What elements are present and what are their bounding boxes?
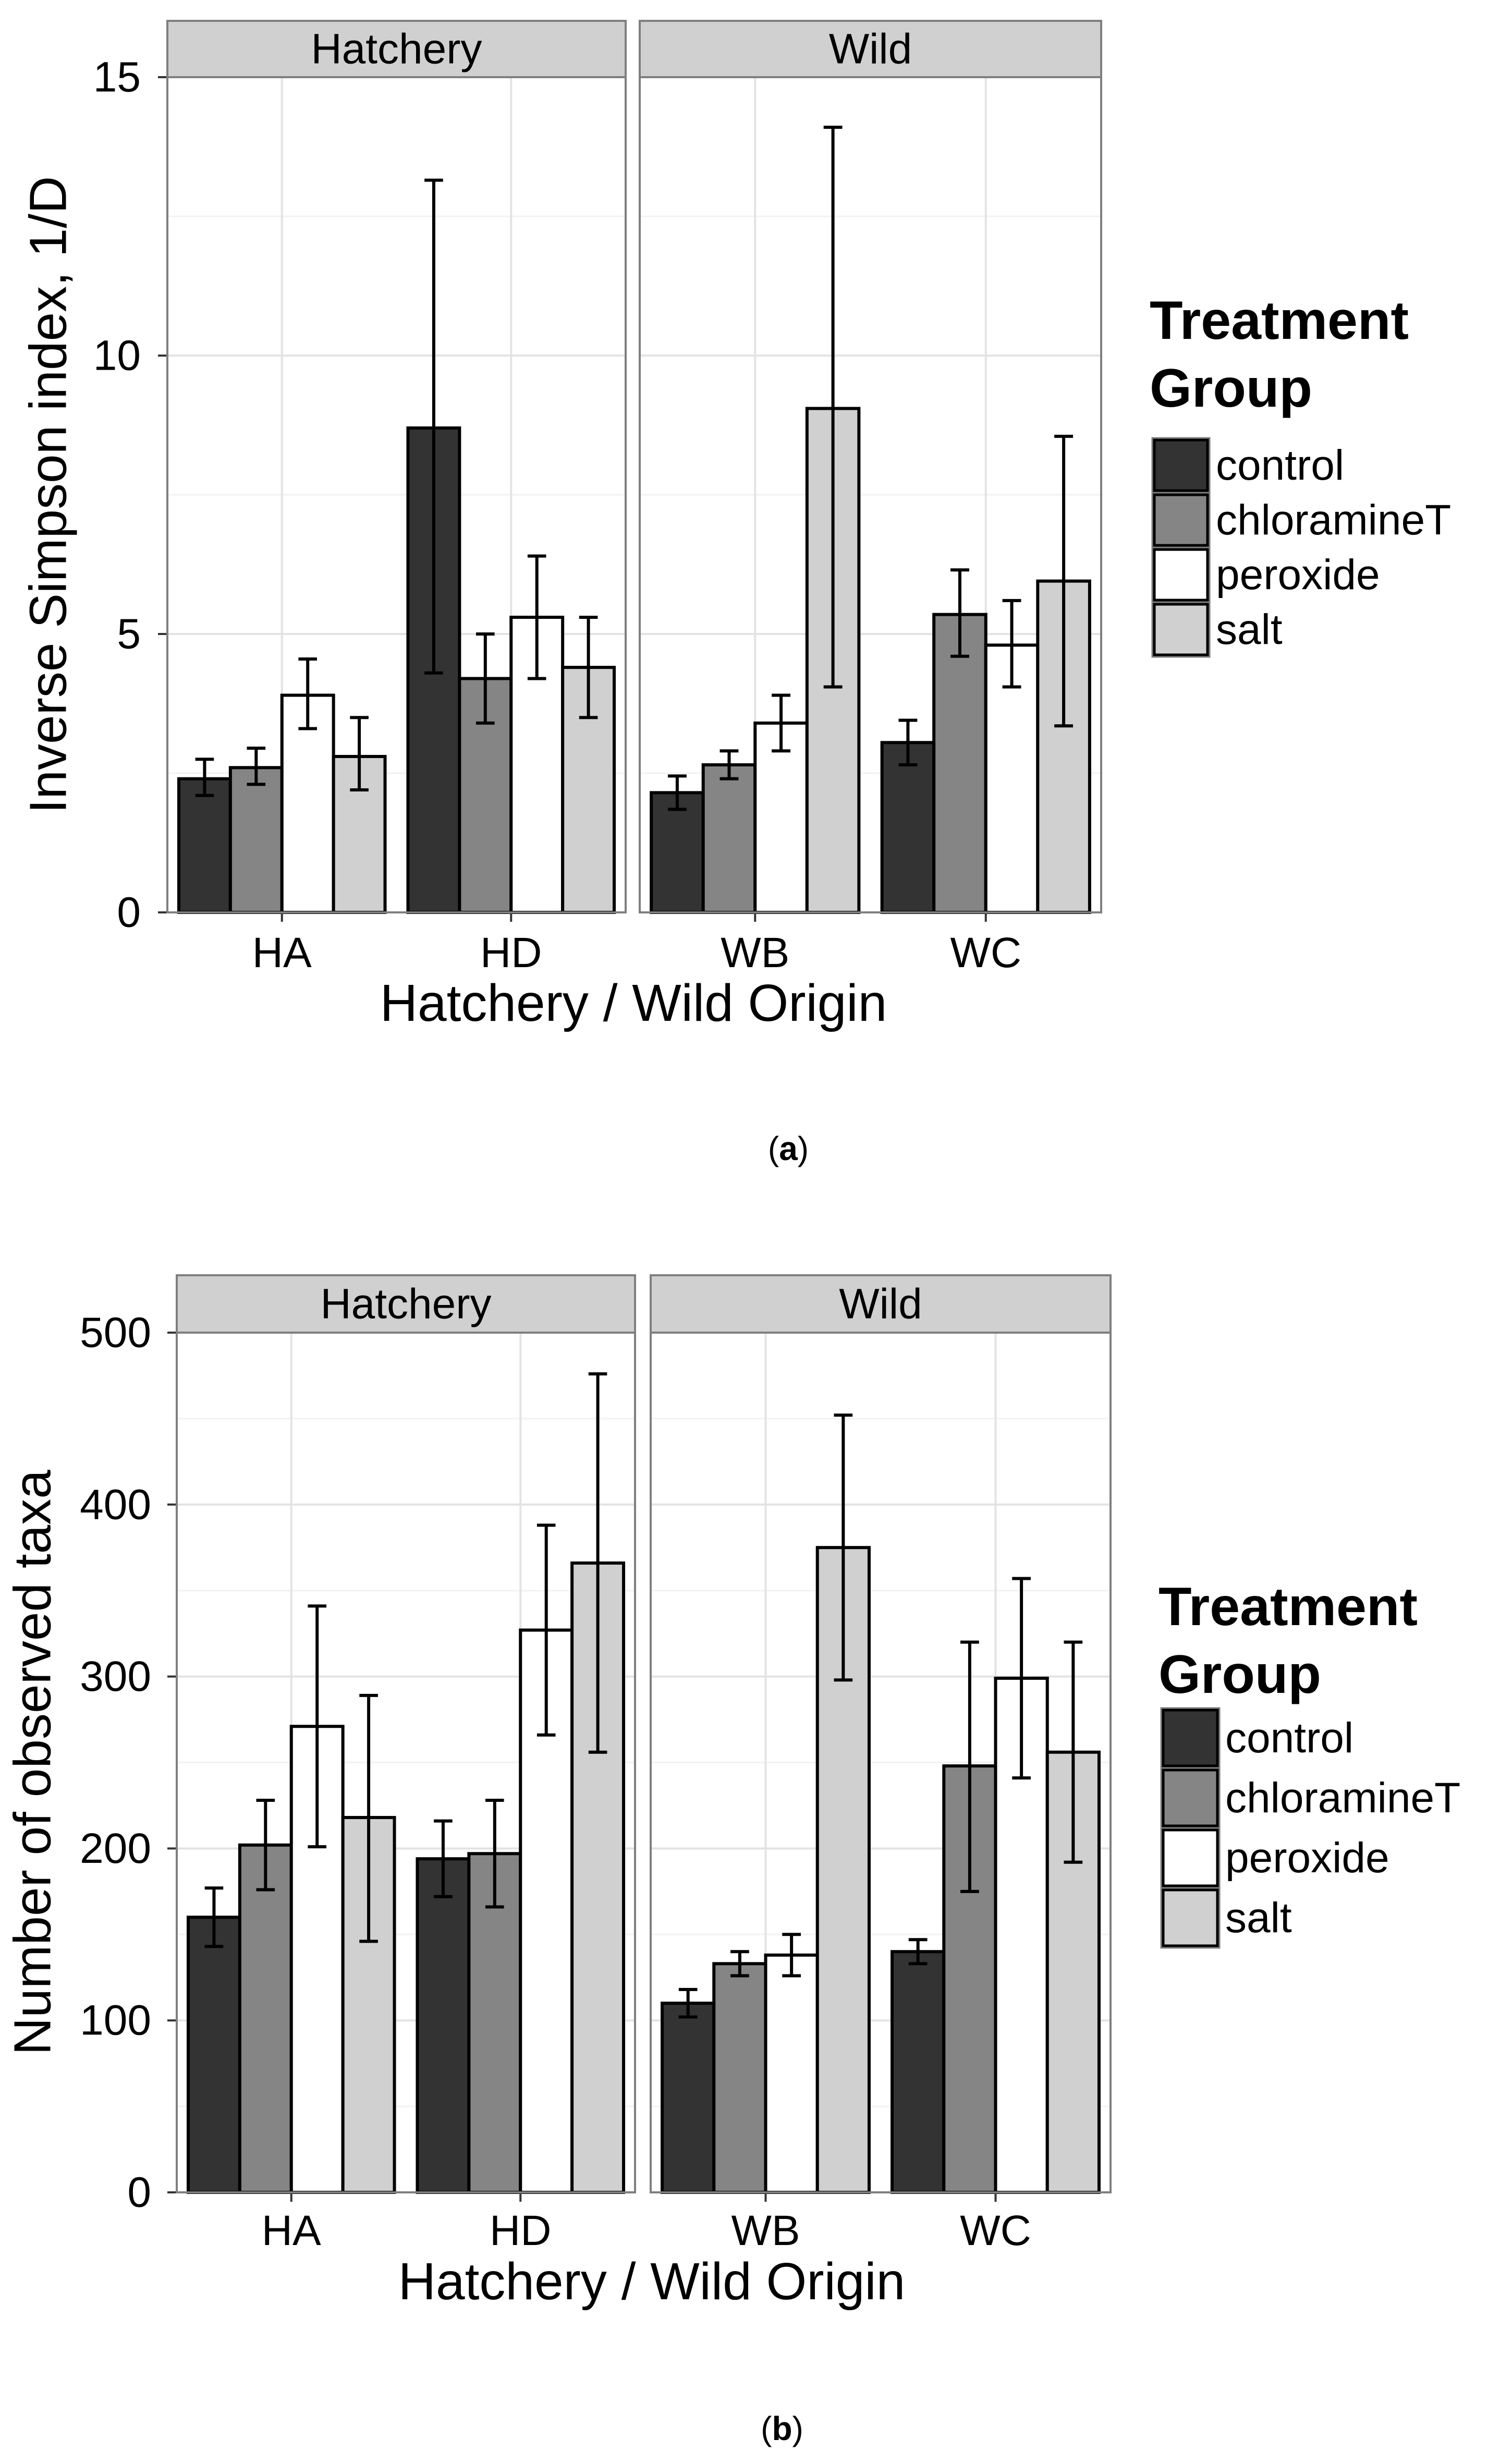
bar <box>764 1953 819 2194</box>
legend-item-label: salt <box>1216 606 1283 653</box>
x-axis-title: Hatchery / Wild Origin <box>380 974 887 1032</box>
x-tick-label: HD <box>490 2207 551 2254</box>
facet-strip <box>166 20 627 78</box>
legend-item-label: salt <box>1225 1894 1292 1942</box>
bar <box>228 766 284 914</box>
facet-strip <box>639 20 1102 78</box>
caption-open-paren: ( <box>768 1130 779 1167</box>
legend-item-label: chloramineT <box>1225 1774 1460 1822</box>
y-tick-label: 0 <box>117 889 141 936</box>
bar <box>238 1843 293 2194</box>
caption-close-paren: ) <box>798 1130 809 1167</box>
x-axis-title: Hatchery / Wild Origin <box>398 2252 905 2311</box>
bar <box>753 721 809 914</box>
y-tick-label: 200 <box>80 1825 151 1872</box>
y-axis-title: Number of observed taxa <box>3 1470 62 2055</box>
y-tick-label: 15 <box>93 54 141 101</box>
x-tick-label: WC <box>960 2207 1031 2254</box>
facet-strip-label: Wild <box>829 26 912 73</box>
bar <box>177 777 232 914</box>
x-tick-label: WB <box>721 929 789 977</box>
facet-strip <box>650 1274 1112 1334</box>
legend-item-label: chloramineT <box>1216 496 1451 544</box>
caption-letter: a <box>779 1130 798 1167</box>
legend-title-line2: Group <box>1150 358 1312 419</box>
y-tick-label: 400 <box>80 1481 151 1528</box>
y-tick-label: 300 <box>80 1653 151 1700</box>
x-tick-label: HA <box>252 929 312 977</box>
bar <box>932 613 987 914</box>
legend-item-label: control <box>1225 1714 1354 1762</box>
caption-letter: b <box>772 2410 792 2447</box>
legend-item-label: peroxide <box>1216 551 1380 599</box>
y-axis-title: Inverse Simpson index, 1/D <box>19 176 77 814</box>
chart-b: Number of observed taxa 0 100 200 300 400 500 H… <box>3 1274 1460 2447</box>
legend-key-swatch <box>1162 1828 1219 1887</box>
legend-key-swatch <box>1153 493 1209 547</box>
facet-strip <box>176 1274 636 1334</box>
y-tick-label: 100 <box>80 1997 151 2044</box>
figure-caption: (a) <box>768 1130 809 1167</box>
legend-item-label: peroxide <box>1225 1834 1389 1882</box>
bar <box>416 1857 471 2194</box>
legend-key-swatch <box>1153 438 1209 492</box>
bar <box>701 763 757 914</box>
y-tick-label: 10 <box>93 332 141 380</box>
legend-key-swatch <box>1153 603 1209 656</box>
x-tick-label: WC <box>950 929 1021 977</box>
facet-strip-label: Hatchery <box>320 1280 491 1328</box>
y-tick-label: 5 <box>117 611 141 658</box>
bar <box>186 1916 241 2194</box>
legend-item-label: control <box>1216 442 1344 489</box>
bar <box>891 1950 946 2194</box>
bar <box>880 741 936 914</box>
legend-title-line1: Treatment <box>1159 1577 1418 1637</box>
x-tick-label: HD <box>480 929 542 977</box>
legend-key-swatch <box>1153 548 1209 602</box>
legend-title-line2: Group <box>1159 1644 1321 1705</box>
caption-open-paren: ( <box>761 2410 772 2447</box>
facet-strip-label: Wild <box>839 1280 922 1328</box>
bar <box>661 2002 716 2194</box>
figure-caption: (b) <box>761 2410 803 2447</box>
legend-key-swatch <box>1162 1888 1219 1947</box>
legend-key-swatch <box>1162 1709 1219 1767</box>
bar <box>712 1962 767 2194</box>
y-tick-label: 0 <box>127 2169 151 2216</box>
legend-key-swatch <box>1162 1768 1219 1827</box>
legend-title-line1: Treatment <box>1150 290 1409 351</box>
caption-close-paren: ) <box>792 2410 803 2447</box>
y-tick-label: 500 <box>80 1309 151 1357</box>
facet-strip-label: Hatchery <box>311 26 482 73</box>
bar <box>467 1852 522 2194</box>
x-tick-label: WB <box>731 2207 800 2254</box>
x-tick-label: HA <box>262 2207 321 2254</box>
